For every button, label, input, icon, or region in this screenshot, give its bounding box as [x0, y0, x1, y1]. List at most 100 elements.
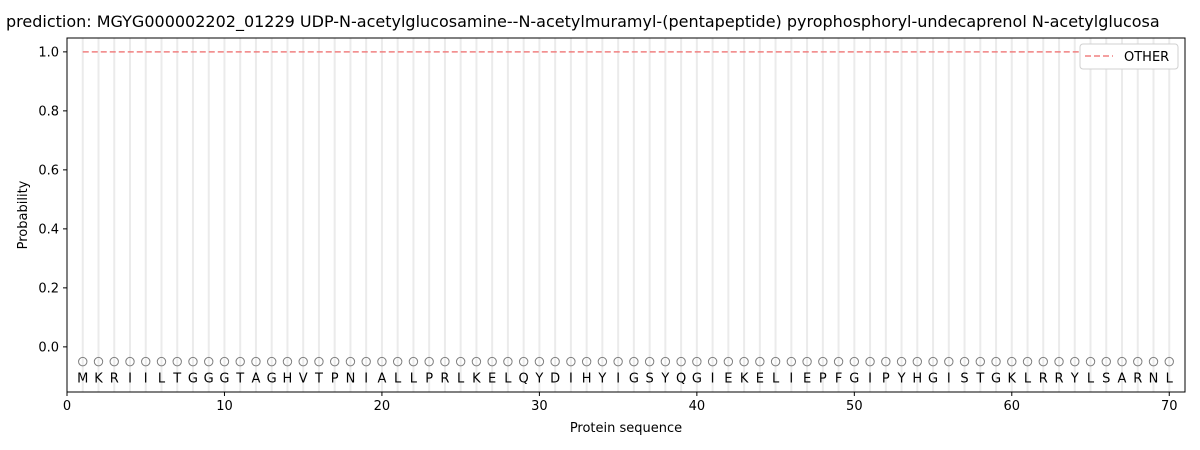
residue-label: K: [94, 372, 103, 387]
residue-label: R: [1039, 372, 1048, 387]
data-point: [78, 356, 88, 367]
y-tick-label: 0.2: [38, 281, 59, 296]
data-point: [455, 356, 466, 367]
data-point: [1054, 356, 1064, 367]
data-point: [1133, 356, 1143, 367]
x-tick-label: 0: [63, 399, 71, 414]
residue-label: I: [364, 372, 368, 387]
residue-label: I: [144, 372, 148, 387]
data-point: [833, 356, 844, 367]
residue-label: M: [77, 372, 88, 387]
residue-label: G: [629, 372, 639, 387]
data-point: [676, 356, 686, 367]
data-point: [692, 356, 702, 367]
data-point: [1164, 356, 1174, 367]
data-point: [172, 356, 182, 367]
data-point: [566, 356, 576, 367]
residue-label: L: [1024, 372, 1032, 387]
x-tick-label: 70: [1161, 399, 1178, 414]
residue-label: L: [1087, 372, 1095, 387]
data-point: [660, 356, 671, 367]
data-point: [109, 356, 119, 367]
data-point: [282, 356, 293, 367]
x-tick-label: 10: [216, 399, 233, 414]
data-point: [1101, 356, 1111, 367]
data-point: [251, 356, 261, 367]
residue-label: N: [346, 372, 356, 387]
data-point: [188, 356, 198, 367]
residue-label: A: [1118, 372, 1127, 387]
residue-label: F: [835, 372, 842, 387]
residue-label: G: [928, 372, 938, 387]
y-tick-label: 0.8: [38, 104, 59, 119]
data-point: [770, 356, 781, 367]
residue-label: E: [488, 372, 496, 387]
residue-label: L: [410, 372, 418, 387]
data-point: [1117, 356, 1127, 367]
data-point: [928, 356, 938, 367]
data-point: [503, 356, 513, 367]
residue-label: I: [947, 372, 951, 387]
data-point: [1038, 356, 1048, 367]
data-point: [975, 356, 985, 367]
residue-label: Y: [1070, 372, 1079, 387]
residue-label: P: [425, 372, 433, 387]
data-point: [314, 356, 324, 367]
legend-label: OTHER: [1124, 50, 1169, 65]
residue-label: E: [724, 372, 732, 387]
data-point: [991, 356, 1001, 367]
residue-label: L: [394, 372, 402, 387]
data-point: [849, 356, 860, 367]
residue-label: G: [219, 372, 229, 387]
data-point: [802, 356, 812, 367]
y-tick-label: 1.0: [38, 45, 59, 60]
data-point: [298, 356, 308, 367]
residue-label: E: [756, 372, 764, 387]
data-point: [723, 356, 734, 367]
residue-label: H: [912, 372, 922, 387]
residue-label: Y: [897, 372, 906, 387]
data-point: [392, 356, 403, 367]
data-point: [896, 356, 907, 367]
residue-label: G: [188, 372, 198, 387]
residue-label: S: [960, 372, 968, 387]
data-point: [1085, 356, 1096, 367]
data-point: [865, 356, 875, 367]
x-tick-label: 30: [531, 399, 548, 414]
residue-label: L: [504, 372, 512, 387]
data-point: [912, 356, 923, 367]
data-point: [644, 356, 655, 367]
x-tick-label: 50: [846, 399, 863, 414]
data-point: [471, 356, 482, 367]
residue-label: G: [204, 372, 214, 387]
residue-label: L: [158, 372, 166, 387]
y-tick-label: 0.4: [38, 222, 59, 237]
data-point: [1022, 356, 1033, 367]
residue-label: Y: [534, 372, 543, 387]
legend-box: [1079, 43, 1179, 70]
residue-label: I: [128, 372, 132, 387]
y-tick-label: 0.6: [38, 163, 59, 178]
residue-label: K: [740, 372, 749, 387]
residue-label: P: [331, 372, 339, 387]
residue-label: V: [299, 372, 308, 387]
data-point: [361, 356, 371, 367]
data-point: [786, 356, 797, 367]
residue-label: R: [440, 372, 449, 387]
data-point: [755, 356, 765, 367]
data-point: [518, 356, 529, 367]
residue-label: A: [252, 372, 261, 387]
data-point: [739, 356, 749, 367]
residue-label: H: [283, 372, 293, 387]
data-point: [345, 356, 356, 367]
x-tick-label: 60: [1004, 399, 1021, 414]
data-point: [1007, 356, 1017, 367]
residue-label: Y: [660, 372, 669, 387]
residue-label: N: [1149, 372, 1159, 387]
data-point: [329, 356, 340, 367]
residue-label: I: [616, 372, 620, 387]
residue-label: E: [803, 372, 811, 387]
residue-label: G: [267, 372, 277, 387]
residue-label: T: [235, 372, 244, 387]
residue-label: L: [772, 372, 780, 387]
